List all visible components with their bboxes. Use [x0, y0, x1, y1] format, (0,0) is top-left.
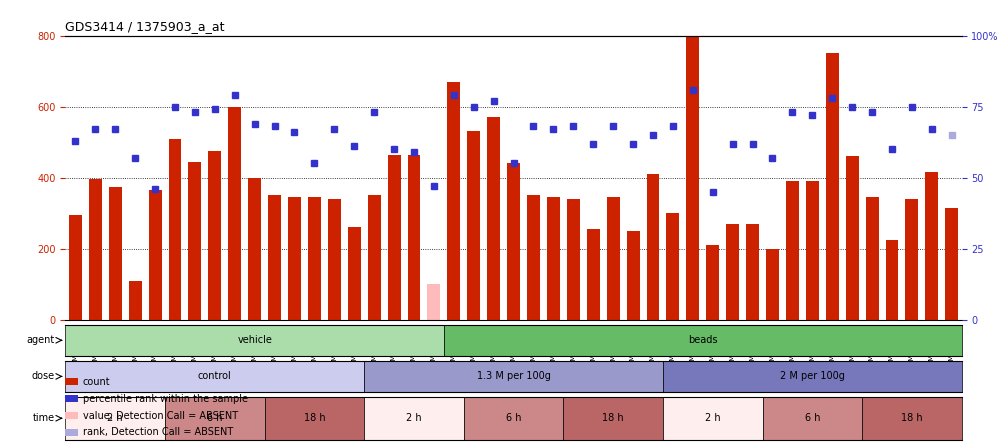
Bar [229, 107, 242, 320]
Bar [168, 139, 181, 320]
Bar [866, 197, 878, 320]
Bar [925, 172, 939, 320]
Bar [65, 325, 444, 356]
Bar [746, 224, 759, 320]
Bar [427, 284, 440, 320]
Bar [946, 208, 959, 320]
Bar [567, 199, 580, 320]
Text: 6 h: 6 h [805, 413, 820, 423]
Text: 6 h: 6 h [506, 413, 522, 423]
Bar [308, 197, 321, 320]
Bar [646, 174, 660, 320]
Bar [587, 229, 600, 320]
Text: dose: dose [31, 372, 54, 381]
Bar [766, 249, 779, 320]
Bar [785, 181, 799, 320]
Bar [368, 195, 381, 320]
Text: beads: beads [688, 335, 718, 345]
Bar [762, 397, 862, 440]
Text: 18 h: 18 h [901, 413, 922, 423]
Text: time: time [32, 413, 54, 423]
Text: 2 M per 100g: 2 M per 100g [779, 372, 845, 381]
Bar [667, 213, 680, 320]
Text: control: control [198, 372, 232, 381]
Bar [826, 53, 839, 320]
Bar [149, 190, 161, 320]
Text: rank, Detection Call = ABSENT: rank, Detection Call = ABSENT [83, 428, 233, 437]
Text: 2 h: 2 h [108, 413, 123, 423]
Bar [467, 131, 480, 320]
Bar [626, 231, 639, 320]
Text: GDS3414 / 1375903_a_at: GDS3414 / 1375903_a_at [65, 20, 225, 33]
Bar [65, 397, 165, 440]
Bar [265, 397, 365, 440]
Bar [188, 162, 201, 320]
Bar [447, 82, 460, 320]
Bar [208, 151, 222, 320]
Bar [268, 195, 281, 320]
Text: percentile rank within the sample: percentile rank within the sample [83, 394, 248, 404]
Text: 18 h: 18 h [602, 413, 624, 423]
Text: 18 h: 18 h [303, 413, 325, 423]
Bar [563, 397, 663, 440]
Bar [89, 179, 102, 320]
Bar [68, 215, 82, 320]
Bar [806, 181, 819, 320]
Text: 1.3 M per 100g: 1.3 M per 100g [476, 372, 551, 381]
Text: 2 h: 2 h [406, 413, 422, 423]
Bar [109, 186, 122, 320]
Bar [547, 197, 560, 320]
Bar [347, 227, 361, 320]
Bar [165, 397, 265, 440]
Bar [444, 325, 962, 356]
Bar [846, 156, 859, 320]
Bar [129, 281, 142, 320]
Bar [885, 240, 898, 320]
Bar [663, 397, 762, 440]
Bar [487, 117, 500, 320]
Text: 6 h: 6 h [207, 413, 223, 423]
Bar [905, 199, 918, 320]
Text: 2 h: 2 h [705, 413, 721, 423]
Bar [365, 361, 663, 392]
Bar [248, 178, 261, 320]
Bar [65, 361, 365, 392]
Text: agent: agent [26, 335, 54, 345]
Bar [726, 224, 739, 320]
Bar [527, 195, 540, 320]
Bar [862, 397, 962, 440]
Bar [288, 197, 301, 320]
Text: value, Detection Call = ABSENT: value, Detection Call = ABSENT [83, 411, 238, 420]
Bar [687, 25, 699, 320]
Bar [663, 361, 962, 392]
Text: vehicle: vehicle [238, 335, 272, 345]
Bar [464, 397, 563, 440]
Bar [508, 163, 520, 320]
Text: count: count [83, 377, 110, 387]
Bar [706, 245, 719, 320]
Bar [365, 397, 464, 440]
Bar [328, 199, 340, 320]
Bar [408, 155, 421, 320]
Bar [388, 155, 401, 320]
Bar [606, 197, 619, 320]
